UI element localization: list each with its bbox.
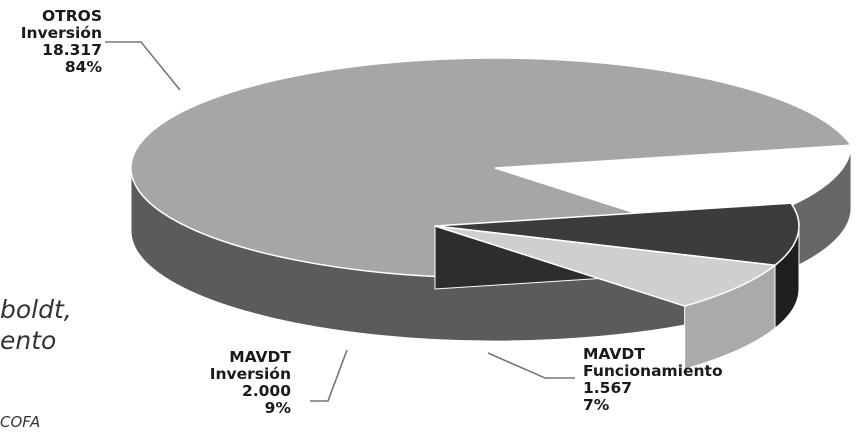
slice-label-mavdt-funcionamiento: MAVDT Funcionamiento 1.567 7% bbox=[583, 346, 723, 414]
slice-mavdt-inversion bbox=[434, 202, 800, 267]
slice-label-otros: OTROS Inversión 18.317 84% bbox=[21, 8, 102, 76]
slice-label-mavdt-inversion-percent: 9% bbox=[264, 399, 291, 417]
slice-label-otros-value: 18.317 bbox=[42, 41, 102, 59]
slice-label-mavdt-funcionamiento-line1: MAVDT bbox=[583, 345, 645, 363]
slice-label-mavdt-funcionamiento-line2: Funcionamiento bbox=[583, 362, 723, 380]
background-text-fragment-1: boldt, bbox=[0, 295, 72, 324]
slice-label-otros-line1: OTROS bbox=[41, 7, 102, 25]
leader-line-otros bbox=[105, 41, 181, 91]
slice-label-otros-percent: 84% bbox=[64, 58, 102, 76]
leader-lines bbox=[105, 41, 575, 402]
slice-label-mavdt-funcionamiento-percent: 7% bbox=[583, 396, 610, 414]
background-text-fragment-2: ento bbox=[0, 326, 57, 355]
slice-label-mavdt-inversion-line1: MAVDT bbox=[229, 348, 291, 366]
slice-label-otros-line2: Inversión bbox=[20, 24, 102, 42]
leader-line-mavdt-inversion bbox=[310, 349, 348, 402]
background-text-fragment-3: COFA bbox=[0, 413, 41, 431]
leader-line-mavdt-funcionamiento bbox=[487, 352, 575, 379]
slice-label-mavdt-funcionamiento-value: 1.567 bbox=[583, 379, 633, 397]
slice-mavdt-funcionamiento bbox=[434, 225, 777, 307]
slice-label-mavdt-inversion-line2: Inversión bbox=[209, 365, 291, 383]
slice-label-mavdt-inversion-value: 2.000 bbox=[241, 382, 291, 400]
slice-label-mavdt-inversion: MAVDT Inversión 2.000 9% bbox=[210, 349, 291, 417]
pie-slices bbox=[130, 57, 853, 370]
